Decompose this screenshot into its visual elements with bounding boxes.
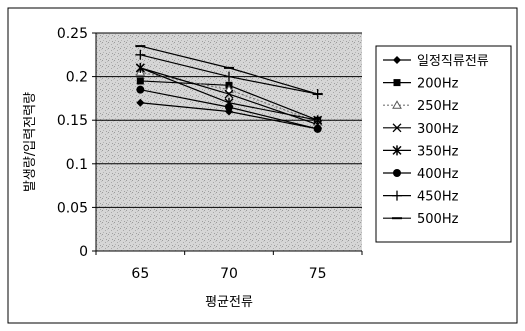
y-tick-label: 0: [79, 244, 88, 260]
data-point: [313, 115, 323, 126]
y-tick-label: 0.05: [57, 200, 88, 216]
x-tick-label: 75: [309, 266, 327, 282]
data-point: [135, 49, 146, 60]
data-point: [224, 84, 234, 94]
legend-marker: [393, 56, 401, 64]
legend-item: 250Hz: [383, 99, 459, 114]
legend-box: [375, 45, 512, 243]
legend-marker: [392, 145, 402, 156]
legend-label: 200Hz: [417, 77, 459, 92]
x-tick-label: 70: [220, 266, 238, 282]
data-point: [224, 71, 234, 82]
legend-item: 300Hz: [383, 122, 459, 137]
series-markers: [135, 45, 323, 133]
legend-label: 400Hz: [417, 167, 459, 182]
legend-label: 250Hz: [417, 99, 459, 114]
legend-label: 450Hz: [417, 190, 459, 205]
series-line: [140, 71, 318, 123]
y-tick-labels: 0 0.05 0.1 0.15 0.2 0.25: [57, 26, 88, 260]
legend-marker: [392, 123, 402, 133]
plot-area: [96, 33, 362, 251]
y-tick-label: 0.2: [66, 70, 88, 86]
legend-marker: [392, 190, 402, 201]
legend-label: 500Hz: [417, 212, 459, 227]
x-axis-title: 평균전류: [205, 295, 253, 310]
legend-items: 일정직류전류 200Hz 250Hz 300Hz 350Hz 400Hz 450Hz 500H…: [383, 54, 489, 227]
legend-item: 350Hz: [383, 144, 459, 159]
x-tick-label: 65: [131, 266, 149, 282]
data-point: [136, 85, 145, 94]
legend-item: 400Hz: [383, 167, 459, 182]
legend-item: 일정직류전류: [383, 54, 489, 69]
data-point: [136, 77, 144, 85]
y-axis-title: 발생량/입력전력량: [23, 92, 38, 192]
y-tick-label: 0.15: [57, 113, 88, 129]
legend: 일정직류전류 200Hz 250Hz 300Hz 350Hz 400Hz 450Hz 500H…: [375, 45, 512, 243]
data-point: [313, 124, 322, 133]
gridlines: [96, 32, 362, 208]
legend-marker: [392, 100, 402, 109]
data-point: [224, 89, 234, 99]
legend-item: 200Hz: [383, 77, 459, 92]
legend-label: 일정직류전류: [417, 54, 489, 69]
legend-label: 350Hz: [417, 144, 459, 159]
legend-item: 450Hz: [383, 190, 459, 205]
x-tick-labels: 65 70 75: [131, 266, 326, 282]
legend-item: 500Hz: [383, 212, 459, 227]
axes: [92, 32, 363, 255]
data-point: [135, 62, 145, 73]
y-tick-label: 0.25: [57, 26, 88, 42]
legend-label: 300Hz: [417, 122, 459, 137]
data-point: [225, 103, 233, 112]
y-tick-label: 0.1: [66, 157, 88, 173]
data-point: [136, 98, 145, 107]
legend-marker: [393, 169, 401, 177]
legend-marker: [393, 79, 401, 87]
